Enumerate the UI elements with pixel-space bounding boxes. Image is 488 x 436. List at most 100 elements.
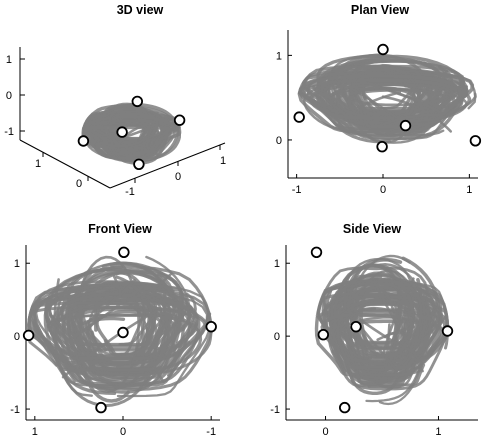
axes-front-view: 1 0 -1 -1 0 1 [10, 245, 220, 436]
x-tick-label: 1 [466, 184, 472, 196]
marker-point [376, 140, 388, 153]
trajectory-loop [54, 275, 158, 408]
marker-point [117, 326, 129, 339]
panel-side-view: Side View 0 1 -1 0 1 [270, 222, 478, 436]
x-tick-label: -1 [206, 426, 216, 436]
marker-point [131, 95, 144, 108]
trajectory-loop [331, 300, 449, 365]
marker-point [116, 126, 128, 138]
trajectory-chord [61, 307, 162, 379]
trajectory-chord [163, 316, 177, 363]
x-tick-label: 1 [32, 426, 38, 436]
y-tick-label: 1 [276, 50, 282, 62]
panel-front-title: Front View [88, 222, 152, 236]
y-tick-label: -1 [10, 404, 20, 416]
y-tick-label: 1 [14, 258, 20, 270]
x-tick-label: 0 [175, 171, 181, 183]
markers-front-view [22, 246, 217, 414]
y-tick-label: 0 [276, 135, 282, 147]
trajectory-chord [376, 113, 441, 128]
marker-point [441, 325, 454, 337]
axes-side-view: 0 1 -1 0 1 [270, 245, 478, 436]
trajectory-plan-view [297, 53, 477, 144]
trajectory-chord [92, 352, 123, 363]
trajectory-loop [329, 89, 468, 123]
x-tick-label: 1 [435, 426, 441, 436]
x-tick-label: -1 [292, 184, 302, 196]
trajectory-loop [297, 72, 475, 122]
trajectory-loop [89, 106, 179, 163]
marker-point [469, 135, 482, 147]
x-axis-3d [109, 142, 226, 189]
z-tick-label: 1 [6, 54, 12, 66]
trajectory-chord [144, 124, 151, 148]
marker-point [399, 119, 412, 132]
trajectory-chord [358, 325, 399, 372]
trajectory-loop [317, 277, 443, 363]
trajectory-loop [50, 292, 157, 389]
trajectory-chord [120, 272, 173, 302]
panel-3d-title: 3D view [117, 3, 164, 17]
trajectory-loop [343, 257, 415, 379]
trajectory-loop [349, 283, 398, 382]
trajectory-chord [374, 283, 423, 365]
trajectory-loop [338, 281, 432, 403]
trajectory-loop [27, 296, 193, 365]
panel-plan-view: Plan View -1 0 1 0 1 [276, 3, 482, 196]
trajectory-chord [384, 323, 391, 372]
trajectory-chord [125, 131, 164, 152]
marker-point [339, 401, 351, 414]
x-tick-label: -1 [125, 186, 135, 198]
y-tick-label: 0 [76, 178, 82, 190]
marker-point [377, 43, 389, 56]
trajectory-chord [106, 121, 122, 157]
y-tick-label: 1 [274, 258, 280, 270]
trajectory-side-view [314, 254, 450, 406]
x-tick-label: 0 [120, 426, 126, 436]
trajectory-chord [99, 140, 143, 148]
trajectory-chord [406, 69, 449, 120]
marker-point [350, 321, 362, 333]
trajectory-chord [346, 309, 416, 355]
z-tick-label: -1 [4, 126, 14, 138]
trajectory-loop [312, 85, 468, 110]
marker-point [293, 111, 305, 123]
panel-side-title: Side View [343, 222, 401, 236]
marker-point [133, 158, 145, 171]
marker-point [205, 321, 217, 333]
trajectory-chord [70, 283, 146, 340]
trajectory-chord [367, 81, 449, 110]
panel-plan-title: Plan View [351, 3, 409, 17]
trajectory-loop [108, 115, 144, 157]
marker-point [118, 246, 130, 259]
markers-plan-view [293, 43, 482, 153]
panel-front-view: Front View 1 0 -1 -1 0 1 [10, 222, 220, 436]
trajectory-chord [103, 125, 134, 158]
y-axis-3d [19, 139, 111, 189]
trajectory-loop [83, 270, 184, 368]
trajectory-chord [53, 278, 60, 364]
marker-point [310, 246, 323, 259]
trajectory-chord [376, 325, 416, 341]
trajectory-loop [330, 279, 423, 388]
trajectory-3d-view [81, 102, 182, 165]
x-tick-label: 1 [220, 155, 226, 167]
y-tick-label: 0 [14, 331, 20, 343]
trajectory-front-view [27, 255, 213, 408]
panel-3d-view: 3D view 1 0 -1 1 0 -1 0 1 [4, 3, 226, 198]
trajectory-loop [88, 293, 178, 377]
trajectory-chord [141, 290, 166, 303]
trajectory-chord [148, 346, 165, 383]
marker-point [22, 329, 35, 342]
trajectory-chord [112, 275, 122, 299]
y-tick-label: 1 [35, 158, 41, 170]
z-tick-label: 0 [6, 90, 12, 102]
trajectory-loop [359, 278, 415, 359]
marker-point [77, 135, 90, 147]
y-tick-label: 0 [274, 331, 280, 343]
markers-3d-view [77, 95, 186, 171]
x-tick-label: 0 [322, 426, 328, 436]
y-tick-label: -1 [270, 404, 280, 416]
trajectory-loop [320, 312, 439, 370]
marker-point [317, 329, 330, 341]
